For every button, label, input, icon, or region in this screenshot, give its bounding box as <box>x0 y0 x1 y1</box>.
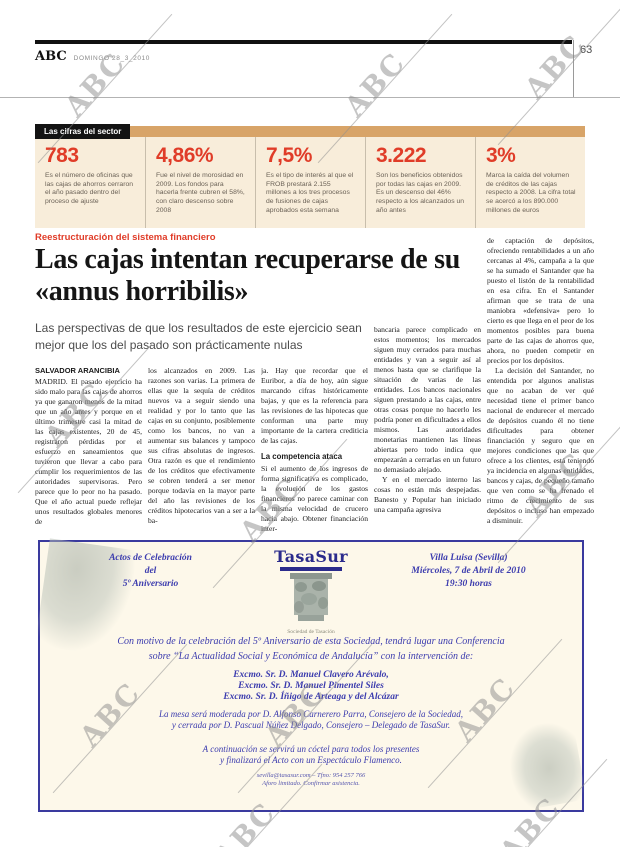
paragraph: de captación de depósitos, ofreciendo re… <box>487 236 594 365</box>
ad-moderation: La mesa será moderada por D. Alfonso Car… <box>40 709 582 731</box>
stat-value: 4,86% <box>156 144 214 167</box>
ad-closing: A continuación se servirá un cóctel para… <box>40 744 582 766</box>
ad-speakers: Excmo. Sr. D. Manuel Clavero Arévalo, Ex… <box>40 670 582 703</box>
brand-logo: ABC <box>35 49 67 64</box>
stat-description: Son los beneficios obtenidos por todas l… <box>376 172 465 214</box>
stat-value: 3% <box>486 144 516 167</box>
header-vertical-divider <box>573 40 574 97</box>
logo-caption: Sociedad de Tasación <box>287 629 335 635</box>
ad-right-header: Villa Luisa (Sevilla) Miércoles, 7 de Ab… <box>371 552 566 591</box>
article-subhead: Las perspectivas de que los resultados d… <box>35 321 362 352</box>
ad-contact-line: Aforo limitado. Confirmar asistencia. <box>262 780 360 787</box>
header-rule <box>35 40 572 44</box>
article-kicker: Reestructuración del sistema financiero <box>35 232 216 243</box>
ad-closing-line: y finalizará el Acto con un Espectáculo … <box>220 755 402 765</box>
stat-value: 7,5% <box>266 144 312 167</box>
stat-item: 783 Es el número de oficinas que las caj… <box>35 137 145 228</box>
stats-label: Las cifras del sector <box>35 124 131 139</box>
stat-value: 3.222 <box>376 144 427 167</box>
ad-contact: sevilla@tasasur.com – Tfno: 954 257 766 … <box>40 772 582 788</box>
issue-date: DOMINGO 28_3_2010 <box>73 55 150 62</box>
article-column-2: los alcanzados en 2009. Las razones son … <box>148 366 255 538</box>
tasasur-logo-text: TasaSur <box>274 547 348 566</box>
stat-item: 3% Marca la caída del volumen de crédito… <box>475 137 585 228</box>
article-column-3: ja. Hay que recordar que el Euribor, a d… <box>261 366 368 538</box>
ad-date: Miércoles, 7 de Abril de 2010 <box>411 566 526 576</box>
page-number: 63 <box>580 44 593 56</box>
ad-time: 19:30 horas <box>445 579 492 589</box>
stat-description: Es el número de oficinas que las cajas d… <box>45 172 134 206</box>
inline-subheading: La competencia ataca <box>261 452 343 461</box>
speaker-name: Excmo. Sr. D. Íñigo de Arteaga y del Alc… <box>223 692 399 702</box>
paragraph: los alcanzados en 2009. Las razones son … <box>148 366 255 525</box>
paragraph: Y en el mercado interno las cosas no est… <box>374 475 481 514</box>
ad-venue: Villa Luisa (Sevilla) <box>429 553 508 563</box>
logo-banner <box>280 567 342 571</box>
ad-moderation-line: La mesa será moderada por D. Alfonso Car… <box>158 709 464 719</box>
paragraph: ja. Hay que recordar que el Euribor, a d… <box>261 366 368 445</box>
ad-contact-line: sevilla@tasasur.com – Tfno: 954 257 766 <box>256 772 366 779</box>
stat-item: 7,5% Es el tipo de interés al que el FRO… <box>255 137 365 228</box>
article-headline: Las cajas intentan recuperarse de su «an… <box>35 244 460 307</box>
article-column-5: de captación de depósitos, ofreciendo re… <box>487 236 594 538</box>
stat-value: 783 <box>45 144 79 167</box>
paragraph: Si el aumento de los ingresos de forma s… <box>261 464 368 533</box>
ad-closing-line: A continuación se servirá un cóctel para… <box>202 744 420 754</box>
stat-description: Marca la caída del volumen de créditos d… <box>486 172 576 214</box>
paragraph: MADRID. El pasado ejercicio ha sido malo… <box>35 377 142 526</box>
stats-panel: 783 Es el número de oficinas que las caj… <box>35 137 585 228</box>
ad-left-line: 5º Aniversario <box>122 579 179 589</box>
ad-moderation-line: y cerrada por D. Pascual Núñez Delgado, … <box>171 720 451 730</box>
ad-left-header: Actos de Celebración del 5º Aniversario <box>68 552 233 591</box>
stat-item: 4,86% Fue el nivel de morosidad en 2009.… <box>145 137 255 228</box>
speaker-name: Excmo. Sr. D. Manuel Pimentel Siles <box>238 681 384 691</box>
stat-description: Es el tipo de interés al que el FROB pre… <box>266 172 354 214</box>
ad-intro: Con motivo de la celebración del 5º Aniv… <box>40 634 582 664</box>
stat-description: Fue el nivel de morosidad en 2009. Los f… <box>156 172 245 214</box>
masthead: ABC DOMINGO 28_3_2010 <box>35 47 150 65</box>
ad-left-line: del <box>144 566 157 576</box>
paragraph: La decisión del Santander, no entendida … <box>487 366 594 525</box>
ad-intro-line: Con motivo de la celebración del 5º Aniv… <box>117 636 505 647</box>
speaker-name: Excmo. Sr. D. Manuel Clavero Arévalo, <box>233 670 389 680</box>
article-column-4: bancaria parece complicado en estos mome… <box>374 325 481 538</box>
paragraph: bancaria parece complicado en estos mome… <box>374 325 481 474</box>
ad-intro-line: sobre “La Actualidad Social y Económica … <box>148 651 474 662</box>
tasasur-advertisement: Actos de Celebración del 5º Aniversario … <box>34 538 587 812</box>
stat-item: 3.222 Son los beneficios obtenidos por t… <box>365 137 475 228</box>
article-byline: SALVADOR ARANCIBIA <box>35 366 120 375</box>
stats-accent-bar <box>35 126 585 137</box>
header-horizontal-divider <box>0 97 620 98</box>
abc-watermark: ABC <box>497 0 620 146</box>
article-column-1: MADRID. El pasado ejercicio ha sido malo… <box>35 377 142 538</box>
tasasur-logo: TasaSur Sociedad de Tasación <box>266 547 356 635</box>
ad-left-line: Actos de Celebración <box>109 553 192 563</box>
column-capital-icon <box>290 573 332 621</box>
